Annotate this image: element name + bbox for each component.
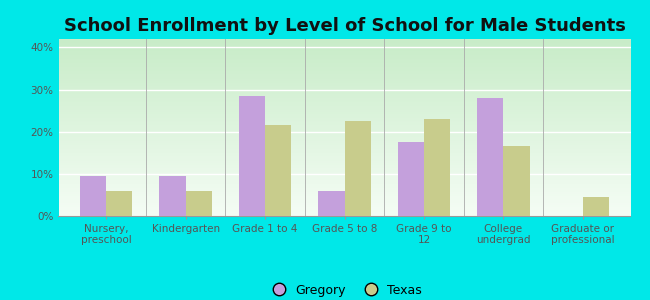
Bar [344, 121, 370, 216]
Bar [186, 191, 212, 216]
Bar [503, 146, 530, 216]
Bar [106, 191, 133, 216]
Title: School Enrollment by Level of School for Male Students: School Enrollment by Level of School for… [64, 17, 625, 35]
Bar [80, 176, 106, 216]
Bar [398, 142, 424, 216]
Bar [424, 119, 450, 216]
Bar [583, 197, 609, 216]
Bar [239, 96, 265, 216]
Bar [265, 125, 291, 216]
Bar [159, 176, 186, 216]
Legend: Gregory, Texas: Gregory, Texas [262, 279, 427, 300]
Bar [318, 191, 344, 216]
Bar [477, 98, 503, 216]
